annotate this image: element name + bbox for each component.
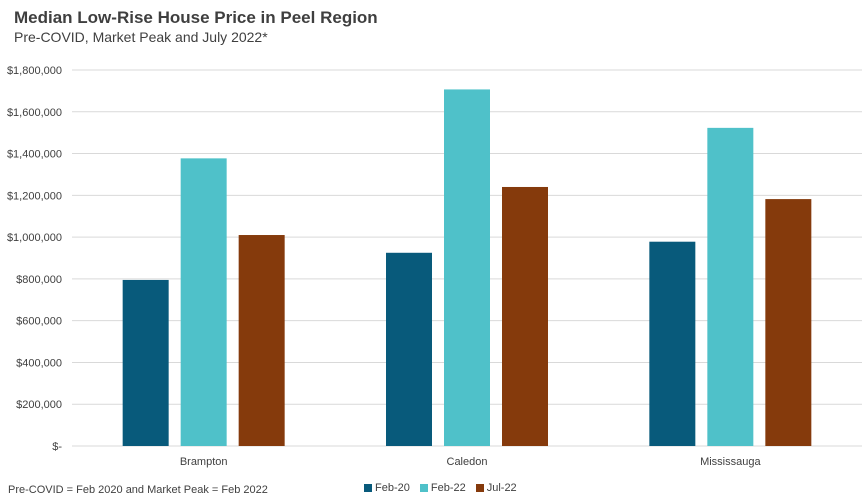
- y-tick-label: $600,000: [16, 316, 62, 328]
- bar-jul-22-caledon: [502, 186, 548, 446]
- legend-label: Feb-20: [375, 482, 410, 494]
- x-tick-label: Brampton: [180, 456, 228, 468]
- bar-feb-20-caledon: [386, 252, 432, 446]
- y-tick-label: $1,200,000: [7, 190, 62, 202]
- legend-item: Feb-22: [419, 482, 466, 494]
- legend-swatch: [475, 484, 484, 492]
- y-tick-label: $-: [52, 441, 62, 453]
- bar-feb-22-caledon: [444, 89, 490, 446]
- chart-footnote: Pre-COVID = Feb 2020 and Market Peak = F…: [8, 484, 268, 496]
- x-tick-label: Mississauga: [700, 456, 761, 468]
- legend-swatch: [419, 484, 428, 492]
- bar-feb-22-mississauga: [707, 127, 754, 447]
- chart-legend: Feb-20 Feb-22 Jul-22: [364, 482, 517, 494]
- bar-feb-22-brampton: [180, 158, 227, 447]
- chart-title: Median Low-Rise House Price in Peel Regi…: [14, 8, 378, 27]
- bar-feb-20-mississauga: [649, 241, 696, 446]
- legend-label: Feb-22: [430, 482, 466, 494]
- y-tick-label: $800,000: [16, 274, 62, 286]
- y-tick-label: $400,000: [16, 357, 62, 369]
- legend-item: Feb-20: [364, 482, 410, 494]
- legend-label: Jul-22: [486, 482, 517, 494]
- chart-subtitle: Pre-COVID, Market Peak and July 2022*: [14, 29, 268, 45]
- legend-swatch: [364, 484, 372, 492]
- y-tick-label: $200,000: [16, 399, 62, 411]
- y-tick-label: $1,600,000: [7, 107, 62, 119]
- bar-jul-22-mississauga: [765, 199, 812, 446]
- bar-feb-20-brampton: [122, 279, 169, 446]
- y-tick-label: $1,800,000: [7, 65, 62, 77]
- y-tick-label: $1,400,000: [7, 149, 62, 161]
- bar-jul-22-brampton: [238, 235, 285, 446]
- x-tick-label: Caledon: [447, 456, 488, 468]
- y-tick-label: $1,000,000: [7, 232, 62, 244]
- legend-item: Jul-22: [475, 482, 517, 494]
